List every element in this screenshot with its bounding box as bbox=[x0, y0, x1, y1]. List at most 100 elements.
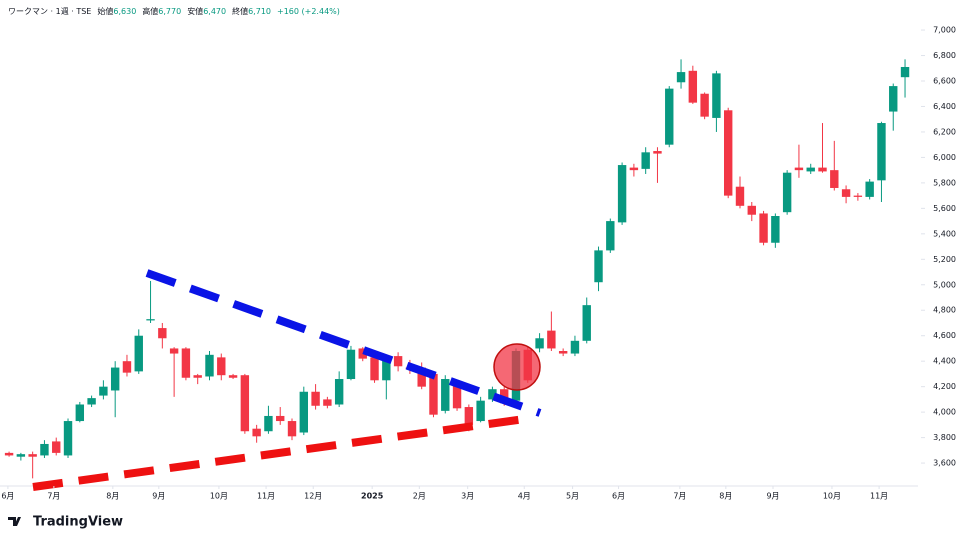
candle-body bbox=[16, 454, 26, 457]
candle-body bbox=[52, 441, 61, 453]
y-tick-label: 4,800 bbox=[933, 306, 956, 315]
y-tick-label: 6,200 bbox=[933, 127, 956, 136]
candle-body bbox=[464, 407, 474, 425]
y-tick-label: 6,000 bbox=[933, 153, 956, 162]
legend: ワークマン · 1週 · TSE 始値6,630 高値6,770 安値6,470 終値6… bbox=[8, 6, 340, 16]
candle-body bbox=[299, 391, 308, 433]
candle-body bbox=[452, 382, 462, 409]
x-tick-label: 11月 bbox=[870, 492, 888, 501]
x-tick-label: 2月 bbox=[413, 492, 426, 501]
candle-body bbox=[252, 428, 261, 437]
x-tick-label: 7月 bbox=[673, 492, 686, 501]
candle-body bbox=[700, 93, 709, 117]
symbol: ワークマン · 1週 · TSE bbox=[8, 7, 91, 16]
candle-body bbox=[818, 167, 827, 172]
ohlc-label: 安値 bbox=[187, 6, 203, 16]
candle-body bbox=[193, 375, 202, 378]
trend-line bbox=[145, 269, 542, 417]
y-tick-label: 7,000 bbox=[933, 26, 956, 35]
ohlc-value: 6,770 bbox=[158, 7, 181, 16]
candle-body bbox=[594, 250, 603, 283]
candle-body bbox=[334, 379, 344, 405]
x-tick-label: 11月 bbox=[257, 492, 275, 501]
candle-body bbox=[547, 330, 556, 349]
x-tick-label: 10月 bbox=[210, 492, 228, 501]
candle-body bbox=[311, 391, 320, 406]
candle-body bbox=[606, 221, 615, 251]
candle-body bbox=[63, 421, 73, 456]
y-tick-label: 5,400 bbox=[933, 229, 956, 238]
candle-body bbox=[900, 66, 910, 78]
x-tick-label: 7月 bbox=[47, 492, 60, 501]
candle-body bbox=[806, 167, 815, 172]
candle-body bbox=[429, 373, 438, 415]
candle-body bbox=[723, 110, 733, 196]
candle-body bbox=[759, 213, 768, 243]
candle-body bbox=[889, 86, 898, 112]
x-tick-label: 5月 bbox=[566, 492, 579, 501]
logo-icon bbox=[8, 517, 21, 526]
x-tick-label: 8月 bbox=[106, 492, 119, 501]
candle-body bbox=[75, 404, 85, 422]
candle-body bbox=[264, 415, 273, 432]
candle-body bbox=[28, 454, 37, 457]
candle-body bbox=[346, 349, 356, 380]
ohlc-value: 6,470 bbox=[203, 7, 226, 16]
candle-body bbox=[181, 348, 191, 378]
candle-body bbox=[323, 399, 332, 406]
candle-body bbox=[134, 335, 143, 372]
y-tick-label: 6,800 bbox=[933, 51, 956, 60]
candle-body bbox=[570, 340, 580, 354]
x-tick-label: 12月 bbox=[304, 492, 322, 501]
header-text: ワークマン · 1週 · TSE 始値6,630 高値6,770 安値6,470 終値6… bbox=[8, 6, 340, 16]
candle-body bbox=[382, 357, 391, 381]
candle-body bbox=[158, 328, 167, 339]
candle-body bbox=[146, 319, 155, 321]
ohlc-value: 6,710 bbox=[248, 7, 271, 16]
candle-body bbox=[476, 400, 485, 422]
candle-body bbox=[535, 338, 544, 349]
candle-body bbox=[688, 70, 698, 103]
candle-body bbox=[110, 367, 120, 391]
candle-body bbox=[853, 195, 863, 197]
x-tick-label: 2025 bbox=[361, 492, 384, 501]
candle-body bbox=[712, 73, 721, 118]
candle-body bbox=[830, 170, 839, 188]
candle-body bbox=[417, 367, 426, 387]
candle-body bbox=[122, 361, 132, 373]
candle-body bbox=[205, 354, 214, 377]
candle-body bbox=[4, 452, 14, 456]
candle-body bbox=[676, 72, 686, 83]
candle-body bbox=[865, 181, 874, 197]
x-tick-label: 3月 bbox=[461, 492, 474, 501]
ohlc-label: 高値 bbox=[142, 6, 158, 16]
ohlc-label: 終値 bbox=[232, 6, 248, 16]
candle-body bbox=[276, 415, 285, 422]
candle-body bbox=[771, 216, 780, 243]
candle-body bbox=[735, 186, 745, 206]
y-tick-label: 6,400 bbox=[933, 102, 956, 111]
change: +160 (+2.44%) bbox=[277, 7, 340, 16]
y-tick-label: 5,600 bbox=[933, 204, 956, 213]
candle-body bbox=[488, 389, 497, 400]
candle-body bbox=[782, 172, 792, 213]
candle-body bbox=[617, 165, 627, 223]
candle-body bbox=[99, 386, 108, 396]
y-tick-label: 3,800 bbox=[933, 433, 956, 442]
candle-body bbox=[653, 151, 662, 154]
y-tick-label: 3,600 bbox=[933, 459, 956, 468]
x-tick-label: 6月 bbox=[612, 492, 625, 501]
ohlc-label: 始値 bbox=[97, 6, 113, 16]
candle-body bbox=[877, 123, 886, 181]
candle-body bbox=[228, 375, 238, 378]
y-tick-label: 5,200 bbox=[933, 255, 956, 264]
candle-body bbox=[240, 375, 250, 432]
brand-name: TradingView bbox=[33, 515, 123, 530]
y-tick-label: 5,800 bbox=[933, 178, 956, 187]
candle-body bbox=[87, 398, 96, 405]
x-tick-label: 4月 bbox=[518, 492, 531, 501]
x-tick-label: 8月 bbox=[719, 492, 732, 501]
candle-body bbox=[794, 167, 804, 171]
candle-body bbox=[393, 356, 403, 367]
